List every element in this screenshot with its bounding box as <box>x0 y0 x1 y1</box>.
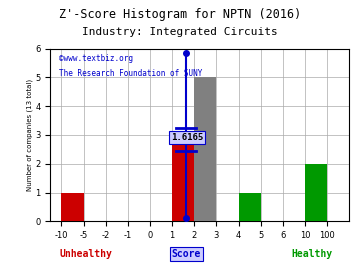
Bar <box>62 193 84 221</box>
Bar <box>194 77 216 221</box>
Text: 1.6165: 1.6165 <box>171 133 203 142</box>
Text: ©www.textbiz.org: ©www.textbiz.org <box>59 54 133 63</box>
Bar <box>239 193 261 221</box>
Text: Healthy: Healthy <box>291 249 332 259</box>
Text: Score: Score <box>172 249 201 259</box>
Text: Z'-Score Histogram for NPTN (2016): Z'-Score Histogram for NPTN (2016) <box>59 8 301 21</box>
Text: Industry: Integrated Circuits: Industry: Integrated Circuits <box>82 27 278 37</box>
Bar <box>305 164 327 221</box>
Bar <box>172 135 194 221</box>
Text: The Research Foundation of SUNY: The Research Foundation of SUNY <box>59 69 203 78</box>
Text: Unhealthy: Unhealthy <box>60 249 113 259</box>
Y-axis label: Number of companies (13 total): Number of companies (13 total) <box>26 79 32 191</box>
